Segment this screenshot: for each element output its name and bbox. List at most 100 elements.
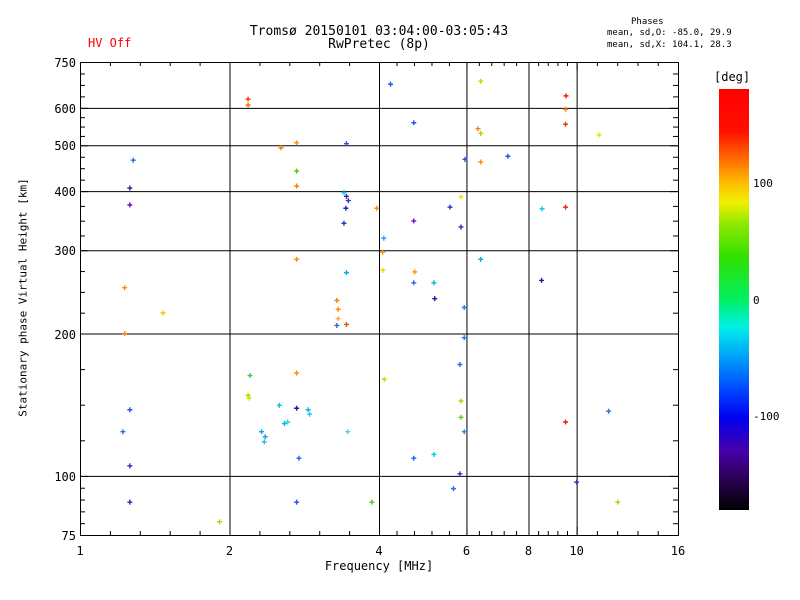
data-point	[411, 218, 417, 224]
data-point	[539, 277, 545, 283]
data-point	[294, 183, 300, 189]
data-point	[127, 202, 133, 208]
x-tick-label: 1	[76, 544, 84, 558]
data-point	[412, 269, 418, 275]
phases-mean-x: mean, sd,X: 104.1, 28.3	[607, 40, 732, 50]
data-point	[458, 194, 464, 200]
data-point	[563, 106, 569, 112]
data-point	[563, 419, 569, 425]
x-tick-label: 6	[462, 544, 471, 558]
data-point	[574, 479, 580, 485]
hv-status-text: HV Off	[88, 36, 132, 50]
data-point	[305, 407, 311, 413]
phases-title: Phases	[631, 17, 664, 27]
data-point	[127, 463, 133, 469]
data-point	[478, 256, 484, 262]
data-point	[461, 305, 467, 311]
x-tick-label: 4	[375, 544, 383, 558]
data-point	[432, 296, 438, 302]
data-point	[478, 159, 484, 165]
data-point	[343, 141, 349, 147]
data-point	[381, 235, 387, 241]
y-tick-label: 750	[54, 56, 76, 70]
data-point	[458, 414, 464, 420]
plot-subtitle: RwPretec (8p)	[328, 37, 430, 52]
data-point	[563, 204, 569, 210]
y-tick-label: 200	[54, 327, 76, 342]
data-point	[294, 168, 300, 174]
data-point	[285, 419, 291, 425]
data-point	[478, 78, 484, 84]
data-point	[388, 81, 394, 87]
y-tick-label: 100	[54, 469, 76, 484]
data-point	[381, 376, 387, 382]
data-point	[335, 306, 341, 312]
data-point	[539, 206, 545, 212]
x-tick-label: 2	[225, 544, 234, 558]
data-point	[431, 280, 437, 286]
y-tick-label: 75	[61, 529, 76, 543]
data-point	[294, 256, 300, 262]
data-point	[120, 429, 126, 435]
data-point	[457, 361, 463, 367]
y-tick-label: 400	[54, 185, 76, 200]
data-point	[122, 331, 128, 337]
y-tick-label: 600	[54, 101, 76, 116]
data-point	[294, 370, 300, 376]
data-point	[475, 126, 481, 132]
data-point	[447, 204, 453, 210]
data-point	[505, 153, 511, 159]
data-point	[294, 499, 300, 505]
data-point	[478, 130, 484, 136]
y-axis-label: Stationary phase Virtual Height [km]	[16, 178, 30, 417]
data-point	[294, 140, 300, 146]
data-point	[345, 198, 351, 204]
data-point	[245, 392, 251, 398]
x-tick-label: 16	[670, 544, 686, 558]
data-point	[276, 402, 282, 408]
data-point	[461, 429, 467, 435]
data-point	[261, 439, 267, 445]
x-tick-label: 8	[524, 544, 533, 558]
data-point	[296, 455, 302, 461]
data-point	[458, 398, 464, 404]
plot-title: Tromsø 20150101 03:04:00-03:05:43	[249, 24, 509, 39]
data-point	[247, 373, 253, 379]
data-point	[369, 499, 375, 505]
data-point	[343, 193, 349, 199]
data-point	[345, 429, 351, 435]
data-point	[450, 486, 456, 492]
phases-mean-o: mean, sd,O: -85.0, 29.9	[607, 28, 732, 38]
data-point	[380, 249, 386, 255]
y-tick-label: 300	[54, 244, 76, 259]
data-point	[457, 471, 463, 477]
data-point	[307, 411, 313, 417]
data-point	[615, 499, 621, 505]
data-point	[380, 267, 386, 273]
colorbar-tick-label: 0	[753, 293, 760, 307]
data-point	[341, 190, 347, 196]
data-point	[458, 224, 464, 230]
data-point	[160, 310, 166, 316]
colorbar-label: [deg]	[714, 70, 751, 84]
data-point	[461, 335, 467, 341]
data-point	[462, 156, 468, 162]
data-point	[334, 297, 340, 303]
data-point	[245, 96, 251, 102]
data-point	[335, 316, 341, 322]
data-point	[411, 280, 417, 286]
data-point	[411, 455, 417, 461]
data-point	[278, 145, 284, 151]
data-point	[431, 451, 437, 457]
data-point	[343, 270, 349, 276]
data-point	[334, 322, 340, 328]
data-point	[411, 120, 417, 126]
colorbar-tick-label: 100	[753, 176, 773, 190]
y-tick-label: 500	[54, 139, 76, 154]
data-point	[343, 205, 349, 211]
data-point	[343, 321, 349, 327]
data-point	[217, 519, 223, 525]
data-point	[596, 132, 602, 138]
